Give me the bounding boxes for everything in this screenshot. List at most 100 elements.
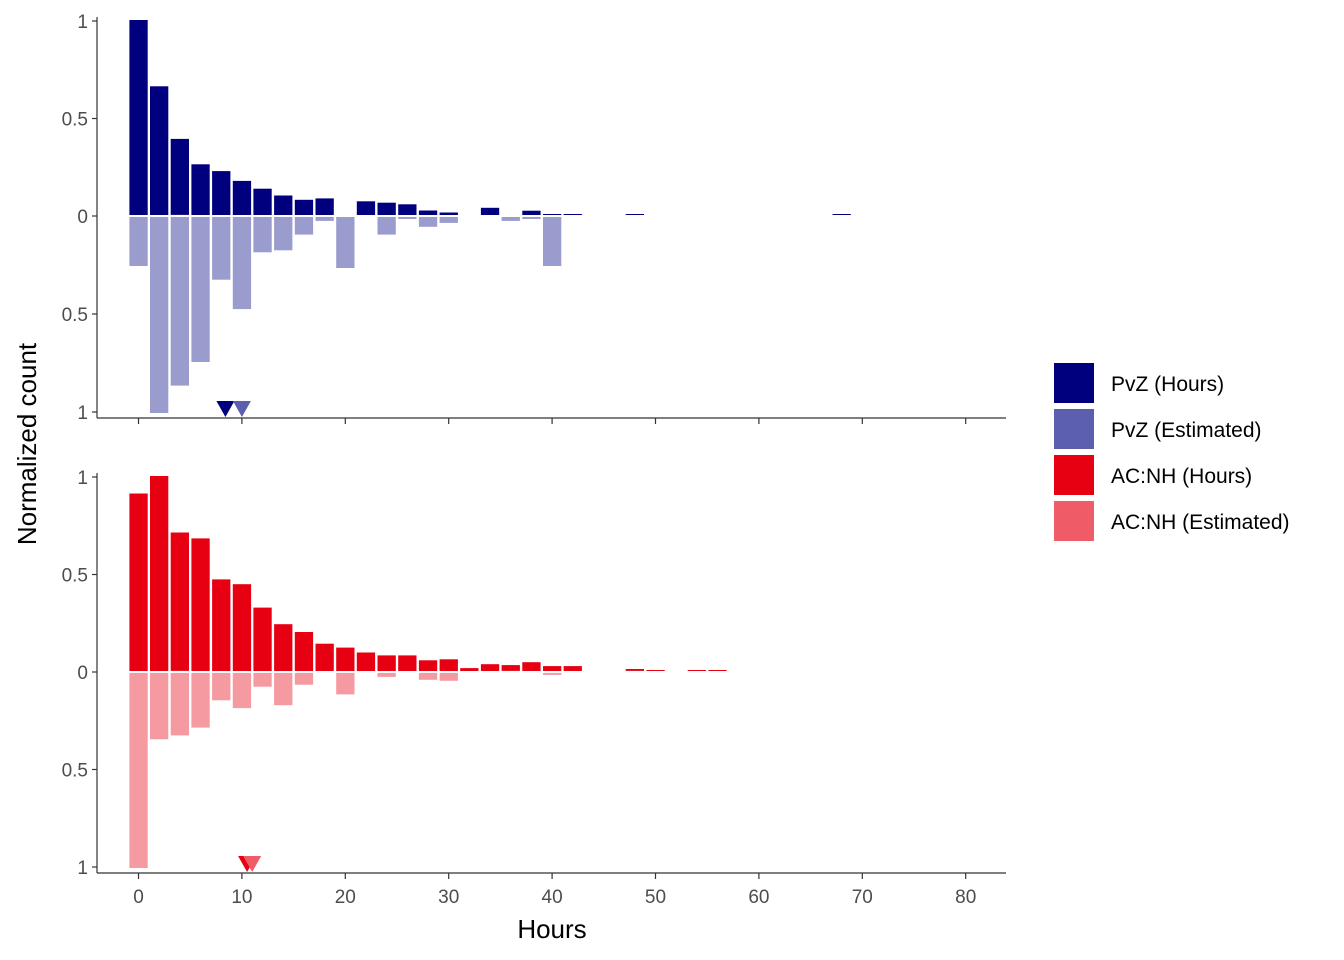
bar-up (480, 207, 500, 215)
bar-down (274, 673, 293, 706)
bar-up (191, 538, 210, 671)
legend: PvZ (Hours) PvZ (Estimated) AC:NH (Hours) A… (1054, 363, 1290, 541)
mean-marker-hours (216, 401, 235, 417)
bar-down (439, 673, 458, 681)
bar-up (687, 670, 706, 671)
bar-down (418, 217, 438, 227)
legend-swatch (1054, 409, 1094, 449)
bar-down (150, 217, 169, 413)
bar-up (377, 655, 396, 671)
legend-label: AC:NH (Estimated) (1111, 511, 1290, 534)
x-tick-label: 30 (438, 887, 459, 908)
bar-up (398, 204, 417, 215)
bar-down (150, 673, 169, 740)
bar-up (398, 655, 417, 671)
bar-up (543, 666, 562, 671)
bar-up (253, 607, 272, 671)
bar-down (522, 217, 541, 219)
bar-up (439, 659, 458, 671)
bar-up (460, 668, 479, 671)
panel-acnh: 10.500.510 10 20 30 40 50 60 70 80 (62, 468, 1006, 908)
y-tick-label: 1 (77, 12, 88, 33)
legend-label: AC:NH (Hours) (1111, 465, 1252, 488)
bar-down (377, 217, 396, 235)
legend-label: PvZ (Estimated) (1111, 419, 1262, 442)
x-axis-title: Hours (517, 914, 586, 944)
bar-up (377, 202, 396, 215)
y-tick-label: 0.5 (62, 761, 88, 782)
y-tick-label: 1 (77, 858, 88, 879)
bar-up (543, 214, 562, 215)
bar-down (232, 217, 252, 310)
bar-up (646, 670, 665, 671)
bar-down (129, 673, 148, 868)
bar-down (336, 673, 355, 695)
bar-up (625, 669, 644, 671)
bar-down (501, 217, 520, 221)
y-tick-label: 0 (77, 207, 88, 228)
bar-down (377, 673, 396, 677)
bar-up (253, 188, 272, 215)
bar-up (501, 665, 520, 671)
legend-swatch (1054, 501, 1094, 541)
x-tick-label: 0 (133, 887, 144, 908)
bar-up (232, 180, 252, 215)
y-tick-label: 1 (77, 468, 88, 489)
x-tick-label: 70 (852, 887, 873, 908)
bar-up (315, 198, 334, 215)
bar-down (543, 217, 562, 266)
bar-down (398, 217, 417, 219)
bar-up (274, 624, 293, 671)
legend-label: PvZ (Hours) (1111, 373, 1224, 396)
y-tick-label: 0 (77, 663, 88, 684)
bar-up (480, 664, 500, 671)
x-tick-label: 60 (748, 887, 769, 908)
bar-down (253, 673, 272, 687)
bar-up (232, 584, 252, 671)
bar-down (543, 673, 562, 675)
mean-marker-estimated (232, 401, 251, 417)
bar-up (191, 164, 210, 215)
bar-up (315, 643, 334, 671)
bar-up (294, 632, 314, 671)
x-tick-label: 80 (955, 887, 976, 908)
bar-up (274, 195, 293, 215)
bar-down (315, 217, 334, 221)
y-tick-label: 0.5 (62, 305, 88, 326)
bar-down (212, 673, 231, 701)
bar-up (336, 647, 355, 671)
bar-down (336, 217, 355, 268)
x-tick-label: 50 (645, 887, 666, 908)
bar-down (129, 217, 148, 266)
x-tick-label: 10 (231, 887, 252, 908)
y-tick-label: 1 (77, 403, 88, 424)
bar-up (356, 652, 376, 671)
bar-up (418, 210, 438, 215)
bar-down (294, 673, 314, 685)
bar-up (832, 214, 851, 215)
x-tick-label: 40 (542, 887, 563, 908)
y-tick-label: 0.5 (62, 566, 88, 587)
y-tick-label: 0.5 (62, 110, 88, 131)
bar-down (170, 673, 189, 736)
panel-pvz: 1 0.5 0 0.5 1 (62, 12, 1006, 424)
legend-swatch (1054, 455, 1094, 495)
bar-up (563, 214, 582, 215)
bar-up (418, 660, 438, 671)
bar-down (170, 217, 189, 386)
bar-up (129, 20, 148, 215)
bar-up (522, 210, 541, 215)
bar-up (625, 214, 644, 215)
bar-down (418, 673, 438, 680)
bar-up (129, 493, 148, 671)
bar-up (212, 579, 231, 671)
bar-up (708, 670, 727, 671)
y-axis-title: Normalized count (12, 342, 42, 545)
bar-down (253, 217, 272, 253)
bar-up (150, 86, 169, 215)
bar-up (522, 662, 541, 671)
bar-down (274, 217, 293, 251)
bar-down (191, 217, 210, 362)
x-tick-label: 20 (335, 887, 356, 908)
